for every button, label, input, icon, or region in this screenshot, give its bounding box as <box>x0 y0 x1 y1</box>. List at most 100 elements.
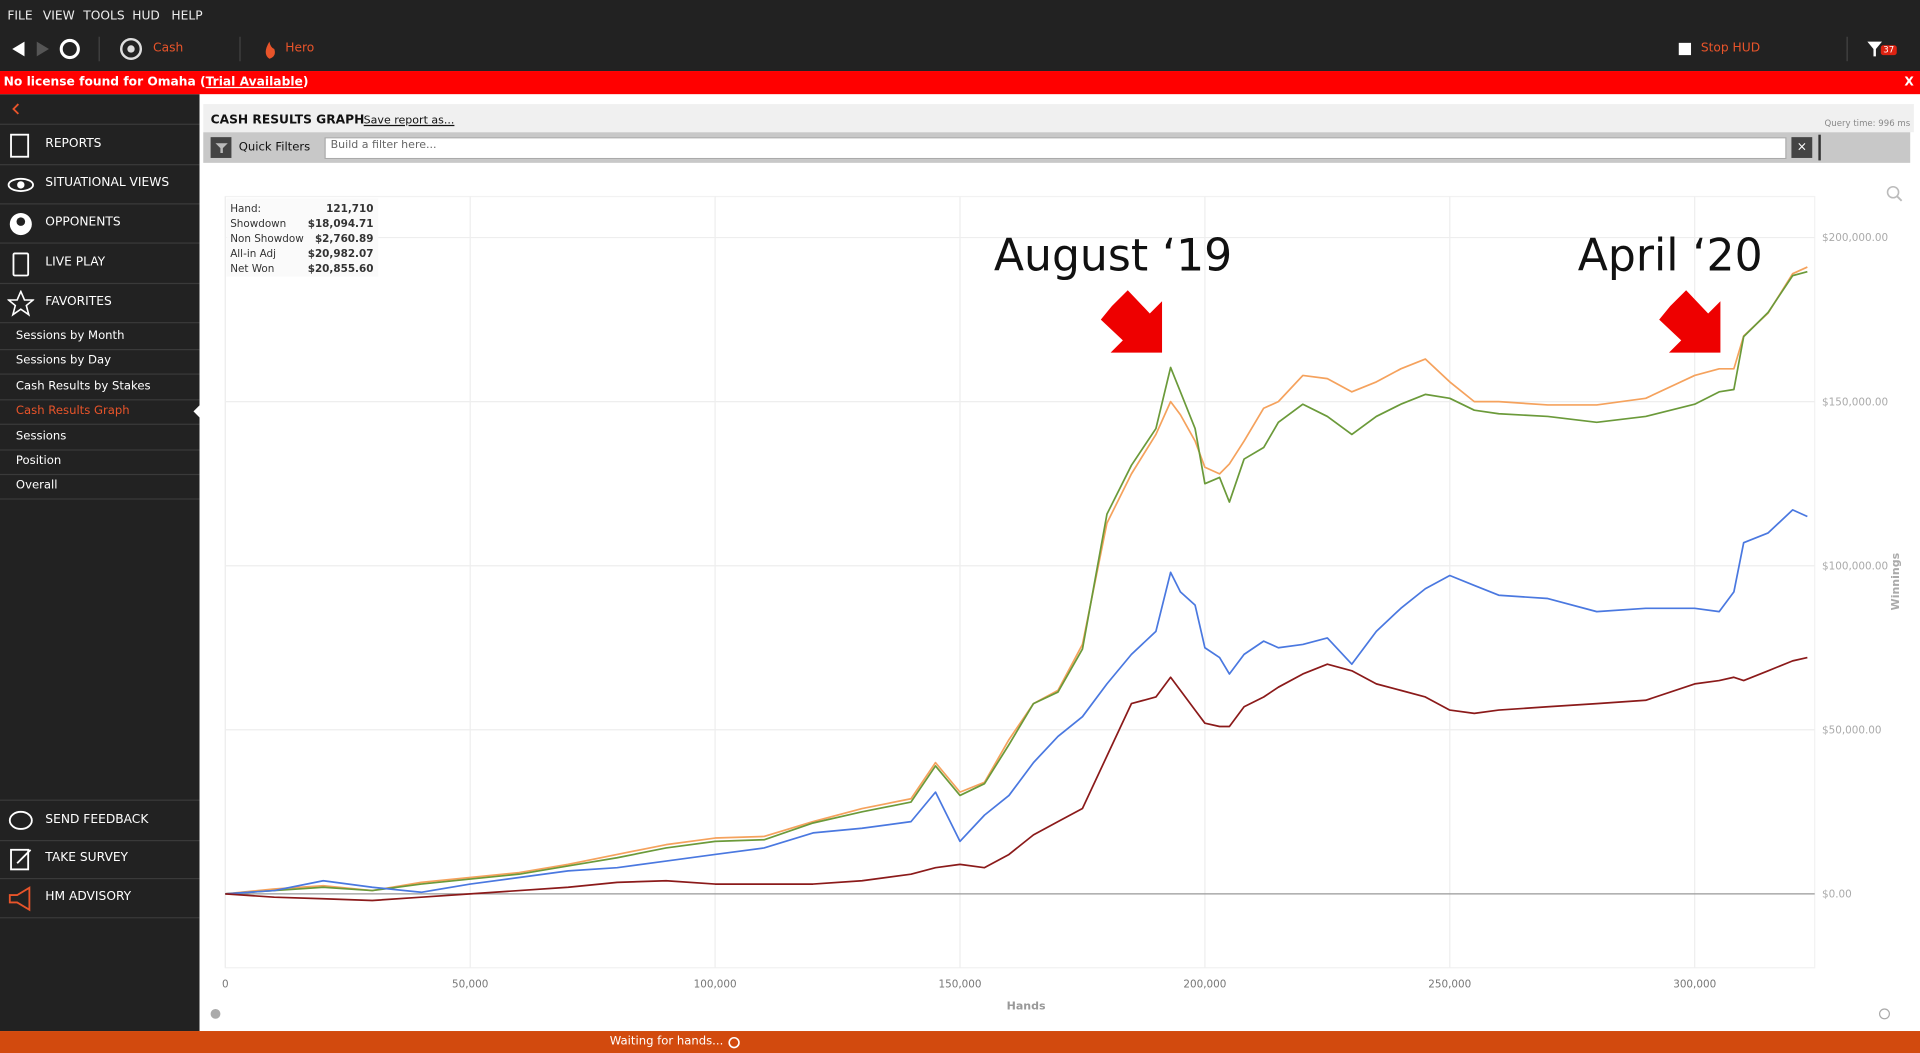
nav-icon <box>10 133 30 158</box>
x-tick-label: 150,000 <box>939 978 982 990</box>
tooltip-key: Showdown <box>230 218 286 230</box>
filter-icon[interactable] <box>1866 40 1883 57</box>
nav-item[interactable]: REPORTS <box>0 123 200 166</box>
tooltip-key: Non Showdow <box>230 233 304 245</box>
nav-label: OPPONENTS <box>45 215 121 230</box>
history-icon[interactable] <box>727 1036 740 1049</box>
clear-filter-button[interactable]: × <box>1791 137 1813 158</box>
tooltip-key: Net Won <box>230 263 274 275</box>
y-axis-label: Winnings <box>1889 552 1902 610</box>
series-line <box>225 270 1808 895</box>
license-suffix: ) <box>302 75 309 90</box>
nav-icon <box>8 886 31 912</box>
cash-icon-dot <box>127 45 135 53</box>
report-header <box>203 104 1914 133</box>
nav-label: REPORTS <box>45 137 102 151</box>
save-report-link[interactable]: Save report as... <box>363 115 455 128</box>
nav-item[interactable]: LIVE PLAY <box>0 243 200 284</box>
series-line <box>225 266 1808 895</box>
splitter <box>1818 134 1821 161</box>
favorite-item[interactable]: Sessions <box>0 424 200 451</box>
favorite-label: Sessions <box>15 429 67 443</box>
filter-count-badge: 37 <box>1880 45 1897 56</box>
favorite-item[interactable]: Position <box>0 449 200 476</box>
stop-hud-checkbox[interactable] <box>1678 42 1692 56</box>
cash-icon <box>120 37 143 61</box>
x-tick-label: 100,000 <box>694 978 737 990</box>
annotation-arrow <box>1100 290 1163 353</box>
favorite-label: Sessions by Day <box>15 354 112 368</box>
results-chart: 0 50,000 100,000 150,000 200,000 250,000 300,0… <box>210 185 1903 1020</box>
favorite-item[interactable]: Cash Results by Stakes <box>0 374 200 401</box>
forward-button[interactable] <box>36 41 49 57</box>
license-bar: No license found for Omaha (Trial Availa… <box>0 71 1920 95</box>
nav-label: FAVORITES <box>45 295 112 310</box>
status-text: Waiting for hands... <box>609 1034 724 1049</box>
zoom-button-handle <box>1896 195 1903 202</box>
nav-label: SEND FEEDBACK <box>45 813 149 827</box>
nav-label: LIVE PLAY <box>45 255 106 270</box>
favorite-item[interactable]: Overall <box>0 474 200 501</box>
menu-item[interactable]: HELP <box>171 9 203 24</box>
series-line <box>225 656 1808 902</box>
license-close[interactable]: X <box>1904 75 1914 90</box>
hero-icon <box>265 41 275 59</box>
info-button[interactable] <box>1878 1008 1891 1020</box>
refresh-button[interactable] <box>59 38 80 60</box>
nav-icon <box>7 177 34 192</box>
tooltip-value: $20,855.60 <box>308 263 374 275</box>
report-title: CASH RESULTS GRAPH <box>210 113 365 128</box>
favorite-item[interactable]: Sessions by Month <box>0 324 200 351</box>
x-tick-label: 0 <box>222 978 229 990</box>
tooltip-box <box>226 198 379 277</box>
collapse-button[interactable] <box>10 103 22 115</box>
y-tick-label: $200,000.00 <box>1822 232 1888 244</box>
menu-item[interactable]: TOOLS <box>83 9 125 24</box>
menu-item[interactable]: VIEW <box>42 9 75 24</box>
hero-button[interactable]: Hero <box>285 41 315 56</box>
back-button[interactable] <box>12 41 25 57</box>
annotation: August ‘19 <box>994 231 1232 282</box>
status-bar: Waiting for hands... <box>0 1031 1920 1053</box>
nav-icon <box>9 213 32 236</box>
y-tick-label: $0.00 <box>1822 889 1852 901</box>
favorite-item[interactable]: Sessions by Day <box>0 349 200 376</box>
favorite-label: Sessions by Month <box>15 329 125 343</box>
y-tick-label: $100,000.00 <box>1822 560 1888 572</box>
menu-item[interactable]: HUD <box>132 9 160 24</box>
nav-label: HM ADVISORY <box>45 890 132 904</box>
zoom-button[interactable] <box>1886 185 1900 199</box>
nav-icon <box>12 252 30 277</box>
favorite-label: Cash Results Graph <box>15 404 130 418</box>
annotation-arrow <box>1659 290 1721 353</box>
x-tick-label: 300,000 <box>1673 978 1716 990</box>
tooltip-key: Hand: <box>230 203 261 215</box>
x-tick-label: 200,000 <box>1183 978 1226 990</box>
filter-toggle-icon <box>215 143 228 154</box>
cash-button[interactable]: Cash <box>153 41 184 56</box>
nav-item[interactable]: OPPONENTS <box>0 203 200 244</box>
favorite-label: Overall <box>15 479 58 493</box>
annotation: April ‘20 <box>1578 231 1763 282</box>
stop-hud-label[interactable]: Stop HUD <box>1700 41 1761 56</box>
favorite-item[interactable]: Cash Results Graph <box>0 399 200 426</box>
nav-item[interactable]: SEND FEEDBACK <box>0 799 200 842</box>
separator <box>1846 36 1848 62</box>
tooltip-value: $2,760.89 <box>315 233 374 245</box>
settings-button[interactable] <box>210 1008 221 1019</box>
tooltip-value: $20,982.07 <box>308 248 374 260</box>
trial-link[interactable]: Trial Available <box>205 75 303 90</box>
filter-input[interactable] <box>324 137 1787 160</box>
nav-item[interactable]: SITUATIONAL VIEWS <box>0 164 200 204</box>
sidebar: REPORTS SITUATIONAL VIEWS OPPONENTS LIVE PL… <box>0 94 200 1032</box>
nav-item[interactable]: FAVORITES <box>0 283 200 324</box>
license-message: No license found for Omaha ( <box>3 75 206 90</box>
y-tick-label: $50,000.00 <box>1822 724 1882 736</box>
menu-item[interactable]: FILE <box>7 9 33 24</box>
active-marker <box>193 405 200 418</box>
nav-item[interactable]: TAKE SURVEY <box>0 839 200 880</box>
query-time: Query time: 996 ms <box>1824 118 1911 129</box>
quick-filters-label: Quick Filters <box>238 140 311 155</box>
nav-item[interactable]: HM ADVISORY <box>0 878 200 919</box>
favorite-label: Position <box>15 454 62 468</box>
